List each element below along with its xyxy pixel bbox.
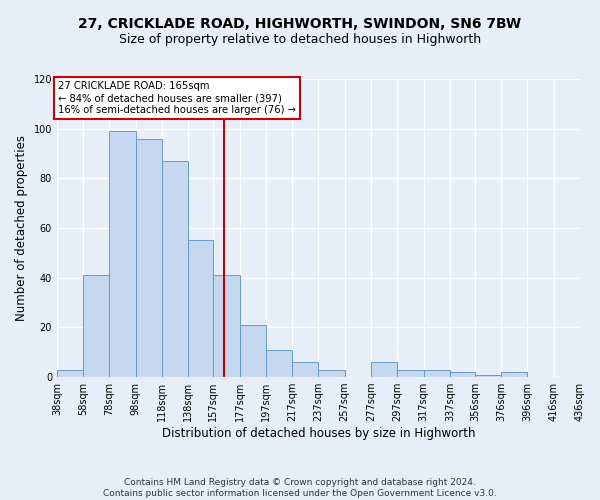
Bar <box>319 370 345 377</box>
Bar <box>371 362 397 377</box>
Bar <box>239 325 266 377</box>
Bar <box>397 370 424 377</box>
Bar <box>214 275 239 377</box>
Y-axis label: Number of detached properties: Number of detached properties <box>15 135 28 321</box>
Bar <box>475 374 501 377</box>
Text: Size of property relative to detached houses in Highworth: Size of property relative to detached ho… <box>119 32 481 46</box>
Bar <box>292 362 319 377</box>
Text: 27 CRICKLADE ROAD: 165sqm
← 84% of detached houses are smaller (397)
16% of semi: 27 CRICKLADE ROAD: 165sqm ← 84% of detac… <box>58 82 296 114</box>
Bar <box>424 370 450 377</box>
Text: 27, CRICKLADE ROAD, HIGHWORTH, SWINDON, SN6 7BW: 27, CRICKLADE ROAD, HIGHWORTH, SWINDON, … <box>79 18 521 32</box>
Bar <box>266 350 292 377</box>
Bar <box>188 240 214 377</box>
Text: Contains HM Land Registry data © Crown copyright and database right 2024.
Contai: Contains HM Land Registry data © Crown c… <box>103 478 497 498</box>
Bar <box>83 275 109 377</box>
Bar <box>57 370 83 377</box>
X-axis label: Distribution of detached houses by size in Highworth: Distribution of detached houses by size … <box>162 427 475 440</box>
Bar <box>136 138 162 377</box>
Bar <box>450 372 475 377</box>
Bar <box>162 161 188 377</box>
Bar <box>109 131 136 377</box>
Bar <box>501 372 527 377</box>
